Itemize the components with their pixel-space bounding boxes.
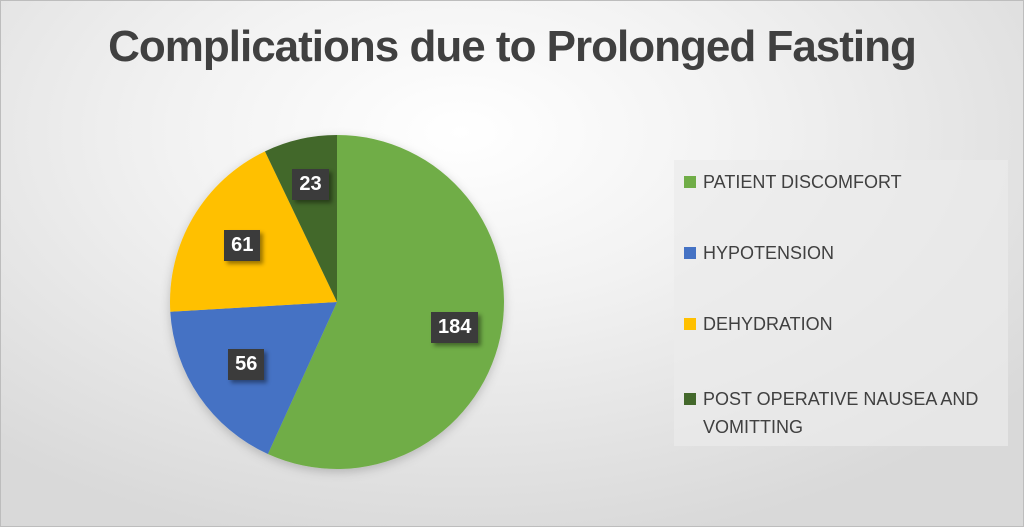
legend-item-dehydration: DEHYDRATION bbox=[684, 314, 833, 335]
legend-swatch-icon bbox=[684, 176, 696, 188]
legend-swatch-icon bbox=[684, 247, 696, 259]
data-label: 184 bbox=[431, 311, 479, 343]
data-label: 23 bbox=[292, 169, 329, 201]
legend-label: POST OPERATIVE NAUSEA AND VOMITTING bbox=[703, 389, 979, 437]
data-label: 61 bbox=[224, 230, 261, 262]
legend-item-patient-discomfort: PATIENT DISCOMFORT bbox=[684, 172, 902, 193]
legend-label: PATIENT DISCOMFORT bbox=[703, 172, 902, 192]
legend-item-ponv: POST OPERATIVE NAUSEA AND VOMITTING bbox=[684, 385, 1004, 441]
pie-slice bbox=[267, 135, 504, 470]
legend-label: DEHYDRATION bbox=[703, 314, 833, 334]
legend-label: HYPOTENSION bbox=[703, 243, 835, 263]
legend: PATIENT DISCOMFORT HYPOTENSION DEHYDRATI… bbox=[674, 160, 1008, 446]
chart-title: Complications due to Prolonged Fasting bbox=[108, 22, 917, 71]
data-label: 56 bbox=[228, 348, 265, 380]
legend-swatch-icon bbox=[684, 393, 696, 405]
legend-swatch-icon bbox=[684, 318, 696, 330]
legend-item-hypotension: HYPOTENSION bbox=[684, 243, 834, 264]
